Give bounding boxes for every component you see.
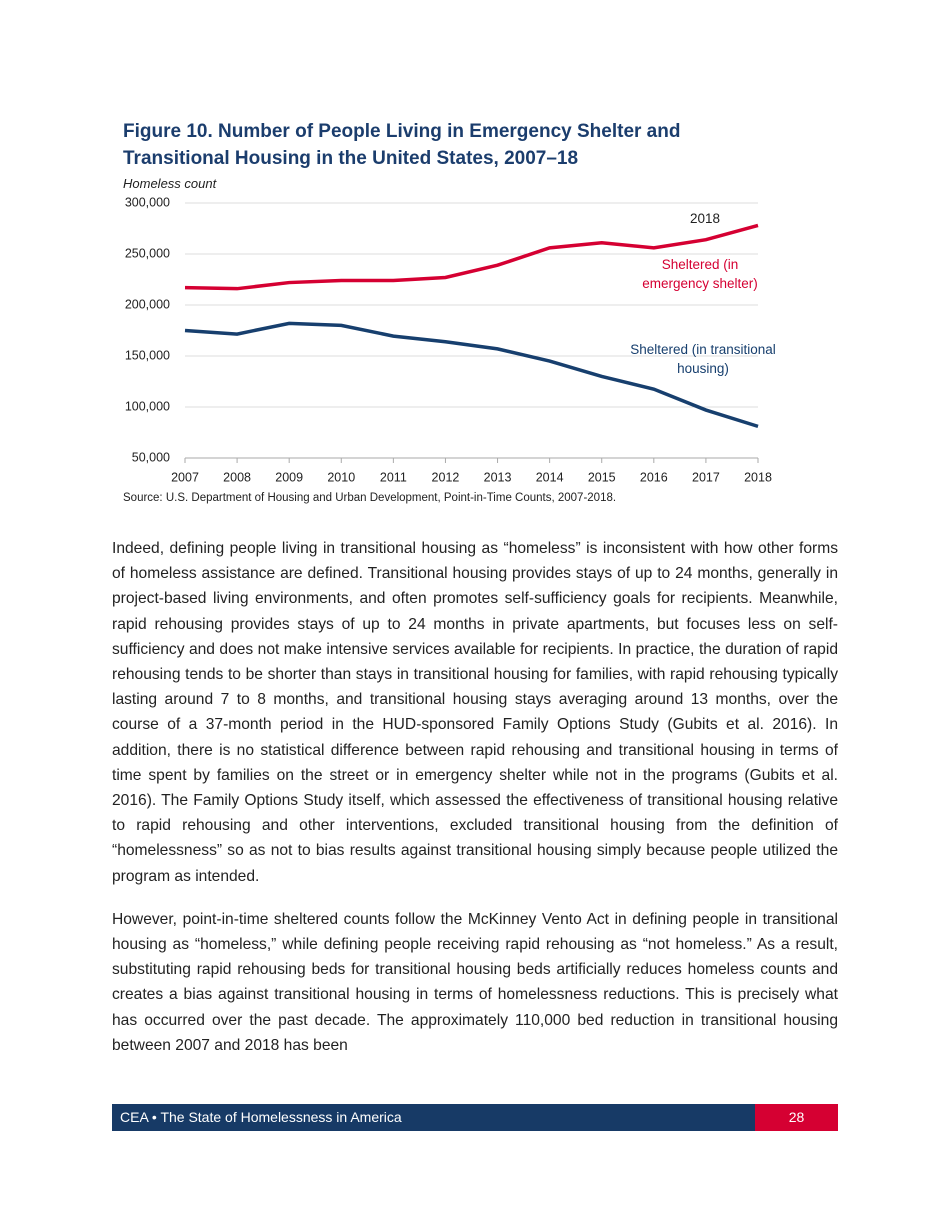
page-number: 28 xyxy=(755,1104,838,1131)
chart-title: Figure 10. Number of People Living in Em… xyxy=(123,121,681,169)
x-tick-label: 2018 xyxy=(744,470,772,484)
y-axis-label: Homeless count xyxy=(123,176,217,191)
footer-text: CEA • The State of Homelessness in Ameri… xyxy=(120,1109,402,1125)
x-tick-label: 2017 xyxy=(692,470,720,484)
paragraph: Indeed, defining people living in transi… xyxy=(112,540,838,885)
x-tick-label: 2014 xyxy=(536,470,564,484)
x-tick-label: 2008 xyxy=(223,470,251,484)
source: Source: U.S. Department of Housing and U… xyxy=(123,492,617,504)
chart: 50,000 100,000 150,000 200,000 250,000 300,00… xyxy=(125,195,772,484)
x-tick-label: 2009 xyxy=(275,470,303,484)
x-tick-label: 2007 xyxy=(171,470,199,484)
y-tick-label: 150,000 xyxy=(125,348,170,362)
x-tick-label: 2012 xyxy=(432,470,460,484)
series-label: Sheltered (in emergency shelter) xyxy=(642,257,758,291)
paragraph: However, point-in-time sheltered counts … xyxy=(112,910,838,1054)
y-tick-label: 50,000 xyxy=(132,450,170,464)
x-tick-label: 2011 xyxy=(380,470,407,484)
body-text: Indeed, defining people living in transi… xyxy=(112,536,838,1076)
x-tick-label: 2013 xyxy=(484,470,512,484)
x-tick-label: 2010 xyxy=(327,470,355,484)
footer: CEA • The State of Homelessness in Ameri… xyxy=(112,1104,838,1131)
x-tick-label: 2015 xyxy=(588,470,616,484)
x-tick-label: 2016 xyxy=(640,470,668,484)
y-tick-label: 250,000 xyxy=(125,246,170,260)
y-tick-label: 100,000 xyxy=(125,399,170,413)
y-tick-label: 200,000 xyxy=(125,297,170,311)
series-line xyxy=(184,321,759,429)
y-tick-label: 300,000 xyxy=(125,195,170,209)
series-label: Sheltered (in transitional housing) xyxy=(630,342,776,376)
annotation: 2018 xyxy=(690,211,721,226)
series-line xyxy=(184,223,759,291)
